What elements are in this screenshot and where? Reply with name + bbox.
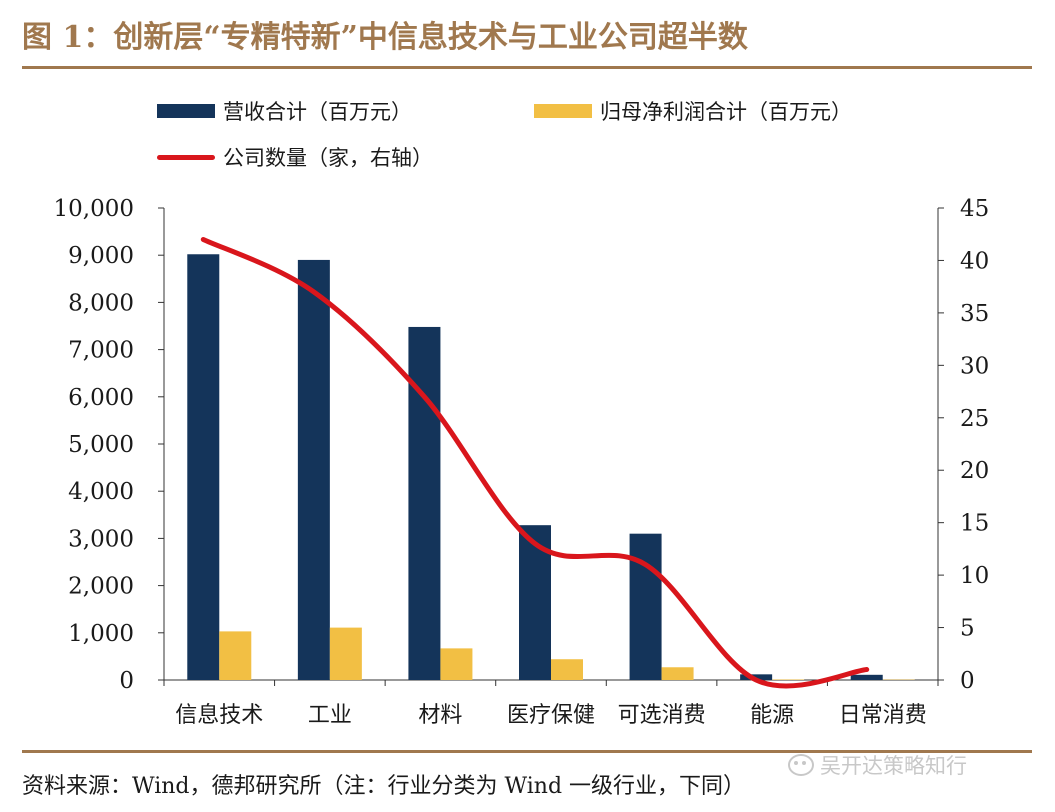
- bar-profit: [219, 631, 252, 680]
- wechat-icon: [788, 754, 814, 776]
- y-right-tick-label: 10: [960, 563, 989, 589]
- bar-profit: [329, 627, 362, 680]
- legend-count: 公司数量（家，右轴）: [157, 142, 433, 172]
- y-right-tick-label: 0: [960, 668, 975, 694]
- title-rule: [22, 66, 1032, 69]
- y-right-tick-label: 30: [960, 353, 989, 379]
- x-tick-label: 可选消费: [618, 703, 706, 728]
- y-left-tick-label: 1,000: [68, 621, 134, 647]
- y-left-tick-label: 3,000: [68, 526, 134, 552]
- bar-revenue: [297, 259, 330, 680]
- x-tick-label: 工业: [308, 703, 352, 728]
- y-left-tick-label: 5,000: [68, 432, 134, 458]
- legend-count-label: 公司数量（家，右轴）: [223, 146, 433, 170]
- x-tick-label: 医疗保健: [507, 703, 595, 728]
- x-tick-label: 信息技术: [175, 703, 263, 728]
- bar-profit: [661, 667, 694, 680]
- legend-profit: 归母净利润合计（百万元）: [534, 96, 852, 126]
- legend-count-swatch: [157, 154, 215, 160]
- bar-profit: [440, 648, 473, 680]
- y-left-tick-label: 6,000: [68, 385, 134, 411]
- watermark-text: 吴开达策略知行: [820, 754, 967, 778]
- bar-revenue: [740, 674, 773, 680]
- x-tick-label: 材料: [418, 703, 462, 728]
- y-left-tick-label: 9,000: [68, 243, 134, 269]
- bar-revenue: [408, 326, 441, 680]
- y-left-tick-label: 7,000: [68, 338, 134, 364]
- y-left-tick-label: 4,000: [68, 479, 134, 505]
- y-right-tick-label: 40: [960, 248, 989, 274]
- source-note: 资料来源：Wind，德邦研究所（注：行业分类为 Wind 一级行业，下同）: [22, 774, 746, 799]
- x-tick-label: 能源: [750, 703, 794, 728]
- watermark: 吴开达策略知行: [788, 745, 967, 785]
- bar-revenue: [850, 674, 883, 680]
- y-right-tick-label: 35: [960, 301, 989, 327]
- legend-profit-swatch: [534, 104, 592, 118]
- bar-revenue: [187, 254, 220, 681]
- y-left-tick-label: 8,000: [68, 290, 134, 316]
- y-right-tick-label: 45: [960, 196, 989, 222]
- legend-profit-label: 归母净利润合计（百万元）: [600, 100, 852, 124]
- bar-revenue: [629, 533, 662, 680]
- y-left-tick-label: 0: [119, 668, 134, 694]
- y-right-tick-label: 15: [960, 511, 989, 537]
- y-right-tick-label: 20: [960, 458, 989, 484]
- source-rule: [22, 750, 1032, 753]
- legend-revenue-swatch: [157, 104, 215, 118]
- y-left-tick-label: 10,000: [54, 196, 134, 222]
- figure-title: 图 1：创新层“专精特新”中信息技术与工业公司超半数: [22, 20, 748, 55]
- y-right-tick-label: 5: [960, 616, 975, 642]
- legend-revenue: 营收合计（百万元）: [157, 96, 412, 126]
- y-left-tick-label: 2,000: [68, 574, 134, 600]
- y-right-tick-label: 25: [960, 406, 989, 432]
- legend-revenue-label: 营收合计（百万元）: [223, 100, 412, 124]
- bar-profit: [551, 659, 583, 680]
- x-tick-label: 日常消费: [839, 703, 927, 728]
